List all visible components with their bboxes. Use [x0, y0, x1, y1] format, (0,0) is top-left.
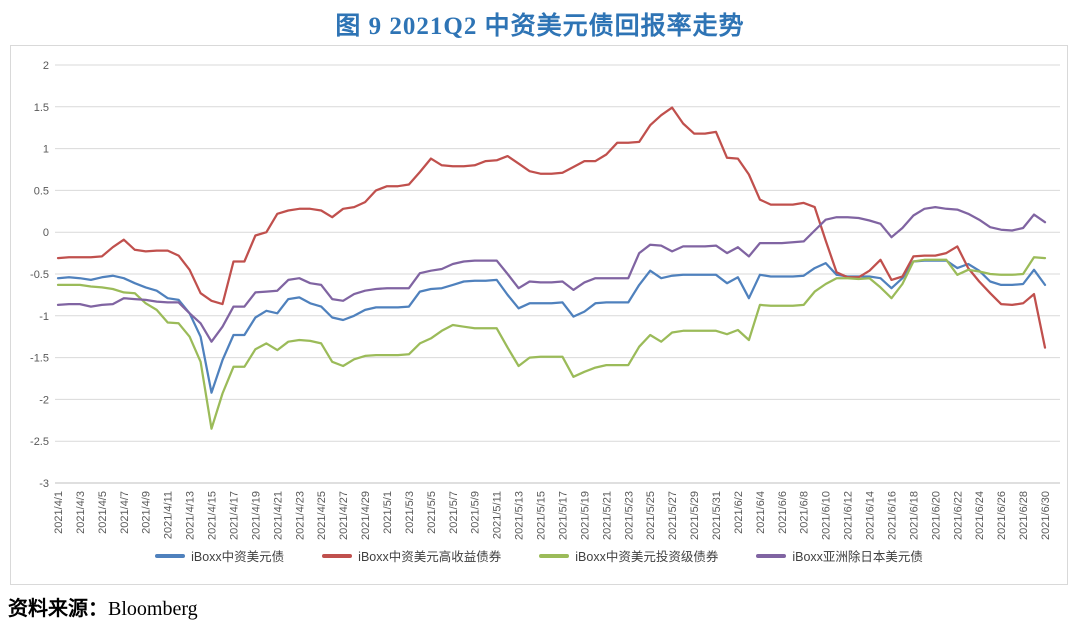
legend-item-1: iBoxx中资美元高收益债券 — [322, 546, 501, 565]
legend-item-0: iBoxx中资美元债 — [155, 546, 284, 565]
series-line-0 — [56, 259, 1047, 394]
y-tick-label: -3 — [39, 478, 49, 490]
x-tick-label: 2021/6/6 — [777, 491, 789, 534]
x-tick-label: 2021/5/23 — [623, 491, 635, 540]
chart-legend: iBoxx中资美元债 iBoxx中资美元高收益债券 iBoxx中资美元投资级债券 iB… — [11, 546, 1067, 565]
series-line-3 — [56, 205, 1047, 343]
x-tick-label: 2021/5/17 — [557, 491, 569, 540]
x-tick-label: 2021/5/7 — [448, 491, 460, 534]
x-tick-label: 2021/6/2 — [733, 491, 745, 534]
x-tick-label: 2021/6/18 — [908, 491, 920, 540]
y-tick-label: -1 — [39, 311, 49, 323]
x-tick-label: 2021/6/24 — [974, 491, 986, 540]
x-tick-label: 2021/4/5 — [97, 491, 109, 534]
x-tick-label: 2021/6/22 — [952, 491, 964, 540]
x-axis-labels: 2021/4/1 2021/4/3 2021/4/5 2021/4/7 2021/4/9… — [53, 491, 1052, 540]
x-tick-label: 2021/4/17 — [228, 491, 240, 540]
legend-line-swatch — [539, 553, 570, 558]
gridlines — [55, 64, 1060, 484]
x-tick-label: 2021/6/30 — [1040, 491, 1052, 540]
legend-line-swatch — [756, 553, 787, 558]
x-tick-label: 2021/4/3 — [75, 491, 87, 534]
x-tick-label: 2021/6/26 — [996, 491, 1008, 540]
y-tick-label: -1.5 — [30, 353, 49, 365]
x-tick-label: 2021/5/5 — [426, 491, 438, 534]
chart-figure: 2 1.5 1 0.5 0 -0.5 -1 -1.5 -2 -2.5 -3 2021/4/1 2021/… — [10, 45, 1068, 585]
source-label: 资料来源： — [8, 598, 108, 620]
legend-label: iBoxx亚洲除日本美元债 — [792, 550, 923, 564]
x-tick-label: 2021/6/28 — [1018, 491, 1030, 540]
x-tick-label: 2021/5/29 — [689, 491, 701, 540]
legend-item-2: iBoxx中资美元投资级债券 — [539, 546, 718, 565]
x-tick-label: 2021/5/31 — [711, 491, 723, 540]
x-tick-label: 2021/5/9 — [470, 491, 482, 534]
x-tick-label: 2021/5/27 — [667, 491, 679, 540]
x-tick-label: 2021/6/12 — [843, 491, 855, 540]
x-tick-label: 2021/4/21 — [272, 491, 284, 540]
x-tick-label: 2021/6/4 — [755, 491, 767, 534]
y-tick-label: 1.5 — [34, 102, 49, 114]
x-tick-label: 2021/5/13 — [514, 491, 526, 540]
source-value: Bloomberg — [108, 598, 198, 620]
y-tick-label: 2 — [43, 60, 49, 72]
x-tick-label: 2021/4/25 — [316, 491, 328, 540]
x-tick-label: 2021/6/16 — [886, 491, 898, 540]
legend-line-swatch — [155, 553, 186, 558]
source-line: 资料来源：Bloomberg — [8, 592, 198, 621]
x-tick-label: 2021/5/25 — [645, 491, 657, 540]
x-tick-label: 2021/4/29 — [360, 491, 372, 540]
x-tick-label: 2021/4/19 — [250, 491, 262, 540]
y-tick-label: -2 — [39, 394, 49, 406]
x-tick-label: 2021/6/20 — [930, 491, 942, 540]
y-axis-labels: 2 1.5 1 0.5 0 -0.5 -1 -1.5 -2 -2.5 -3 — [30, 60, 49, 490]
x-tick-label: 2021/4/11 — [163, 491, 175, 539]
x-tick-label: 2021/6/14 — [865, 491, 877, 540]
x-tick-label: 2021/6/8 — [799, 491, 811, 534]
legend-label: iBoxx中资美元高收益债券 — [358, 550, 502, 564]
x-tick-label: 2021/4/7 — [119, 491, 131, 534]
x-tick-label: 2021/5/1 — [382, 491, 394, 534]
x-tick-label: 2021/4/13 — [185, 491, 197, 540]
x-tick-label: 2021/5/3 — [404, 491, 416, 534]
x-tick-label: 2021/4/9 — [141, 491, 153, 534]
x-tick-label: 2021/5/11 — [492, 491, 504, 539]
legend-label: iBoxx中资美元投资级债券 — [575, 550, 719, 564]
series-line-2 — [56, 256, 1047, 430]
x-tick-label: 2021/5/19 — [579, 491, 591, 540]
legend-label: iBoxx中资美元债 — [191, 550, 285, 564]
x-tick-label: 2021/5/15 — [536, 491, 548, 540]
y-tick-label: -0.5 — [30, 269, 49, 281]
x-tick-label: 2021/4/23 — [294, 491, 306, 540]
series-line-1 — [56, 106, 1047, 349]
y-tick-label: 1 — [43, 144, 49, 156]
legend-item-3: iBoxx亚洲除日本美元债 — [756, 546, 923, 565]
y-tick-label: 0.5 — [34, 185, 49, 197]
legend-line-swatch — [322, 553, 353, 558]
y-tick-label: -2.5 — [30, 436, 49, 448]
y-tick-label: 0 — [43, 227, 49, 239]
page-title: 图 9 2021Q2 中资美元债回报率走势 — [335, 13, 745, 40]
x-tick-label: 2021/6/10 — [821, 491, 833, 540]
x-tick-label: 2021/4/27 — [338, 491, 350, 540]
x-tick-label: 2021/5/21 — [601, 491, 613, 540]
x-tick-label: 2021/4/15 — [207, 491, 219, 540]
x-tick-label: 2021/4/1 — [53, 491, 65, 534]
